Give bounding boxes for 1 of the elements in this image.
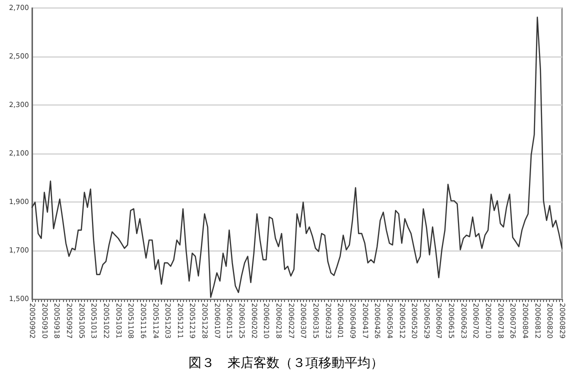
text: 図３ 来店客数（３項移動平均） [188, 355, 384, 371]
